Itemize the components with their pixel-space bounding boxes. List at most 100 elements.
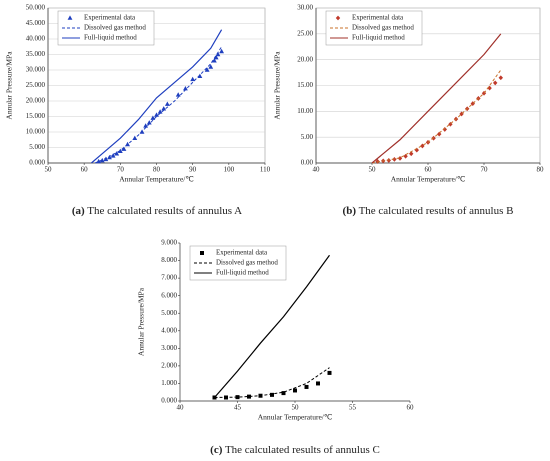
x-tick-label: 45 [234, 404, 242, 412]
x-tick-label: 80 [537, 166, 545, 174]
marker [146, 120, 152, 125]
x-tick-label: 60 [425, 166, 433, 174]
marker [215, 51, 221, 57]
y-tick-label: 35.000 [26, 50, 46, 58]
marker [442, 127, 447, 132]
x-tick-label: 70 [117, 166, 125, 174]
y-tick-label: 6.000 [161, 291, 177, 299]
x-tick-label: 80 [153, 166, 161, 174]
marker [270, 392, 274, 397]
marker [204, 67, 210, 72]
marker [498, 75, 503, 81]
y-axis-title: Annular Pressure/MPa [5, 51, 14, 120]
caption-text: The calculated results of annulus A [87, 205, 242, 217]
y-tick-label: 10.00 [297, 107, 313, 115]
marker [293, 388, 297, 393]
marker [154, 112, 159, 117]
marker [117, 148, 123, 154]
y-tick-label: 2.000 [161, 361, 177, 369]
marker [235, 395, 240, 400]
caption-text: The calculated results of annulus B [359, 205, 514, 217]
x-tick-label: 50 [369, 166, 377, 174]
caption-label: (b) [343, 205, 357, 217]
caption-label: (a) [72, 205, 85, 217]
legend-label: Full-liquid method [84, 34, 137, 42]
y-tick-label: 8.000 [161, 256, 177, 264]
caption-text: The calculated results of annulus C [225, 444, 380, 456]
y-tick-label: 25.00 [297, 29, 313, 37]
legend-label: Dissolved gas method [352, 24, 414, 32]
marker [161, 106, 167, 111]
legend-label: Experimental data [84, 14, 136, 22]
y-axis-title: Annular Pressure/MPa [273, 51, 282, 120]
marker [493, 80, 498, 86]
marker [375, 159, 380, 164]
series-line [214, 254, 330, 398]
x-axis-title: Annular Temperature/℃ [391, 175, 466, 184]
y-tick-label: 4.000 [161, 326, 177, 334]
y-tick-label: 0.00 [301, 159, 314, 167]
series-line [94, 46, 223, 164]
series-line [214, 367, 330, 398]
caption: (c) The calculated results of annulus C [210, 444, 380, 456]
marker [247, 394, 251, 399]
x-tick-label: 60 [81, 166, 89, 174]
marker [281, 391, 286, 396]
y-tick-label: 1.000 [161, 379, 177, 387]
marker [316, 381, 320, 386]
y-tick-label: 3.000 [161, 344, 177, 352]
marker [121, 146, 127, 151]
series-line [91, 29, 223, 164]
marker [157, 109, 163, 114]
series-line [371, 33, 502, 164]
marker [213, 55, 219, 60]
x-tick-label: 110 [260, 166, 271, 174]
x-tick-label: 50 [292, 404, 300, 412]
y-tick-label: 40.000 [26, 35, 46, 43]
marker [164, 101, 170, 106]
y-tick-label: 5.000 [161, 309, 177, 317]
legend-label: Dissolved gas method [84, 24, 146, 32]
y-tick-label: 15.00 [297, 81, 313, 89]
marker [409, 151, 414, 157]
legend-label: Dissolved gas method [216, 259, 278, 267]
marker [200, 251, 204, 255]
y-tick-label: 30.00 [297, 4, 313, 12]
y-tick-label: 5.00 [301, 133, 314, 141]
marker [211, 58, 217, 63]
y-tick-label: 0.000 [29, 159, 45, 167]
marker [183, 86, 188, 91]
x-axis-title: Annular Temperature/℃ [119, 175, 194, 184]
x-axis-title: Annular Temperature/℃ [258, 413, 333, 422]
marker [397, 155, 403, 161]
x-tick-label: 40 [177, 404, 185, 412]
y-tick-label: 10.000 [26, 128, 46, 136]
series-line [371, 69, 502, 164]
marker [143, 123, 149, 128]
marker [470, 101, 475, 106]
legend-label: Full-liquid method [352, 34, 405, 42]
caption: (a) The calculated results of annulus A [72, 205, 242, 217]
marker [392, 156, 397, 162]
marker [107, 154, 112, 160]
x-tick-label: 90 [189, 166, 197, 174]
y-tick-label: 20.00 [297, 55, 313, 63]
y-axis-title: Annular Pressure/MPa [137, 287, 146, 356]
caption: (b) The calculated results of annulus B [343, 205, 514, 217]
marker [219, 48, 224, 54]
marker [437, 131, 442, 137]
marker [175, 92, 181, 97]
marker [487, 85, 492, 91]
marker [386, 158, 391, 163]
marker [114, 151, 120, 156]
marker [403, 153, 408, 159]
marker [150, 115, 156, 120]
y-tick-label: 30.000 [26, 66, 46, 74]
marker [208, 64, 214, 69]
y-tick-label: 50.000 [26, 4, 46, 12]
marker [190, 76, 196, 82]
y-tick-label: 9.000 [161, 239, 177, 247]
y-tick-label: 15.000 [26, 112, 46, 120]
y-tick-label: 25.000 [26, 81, 46, 89]
